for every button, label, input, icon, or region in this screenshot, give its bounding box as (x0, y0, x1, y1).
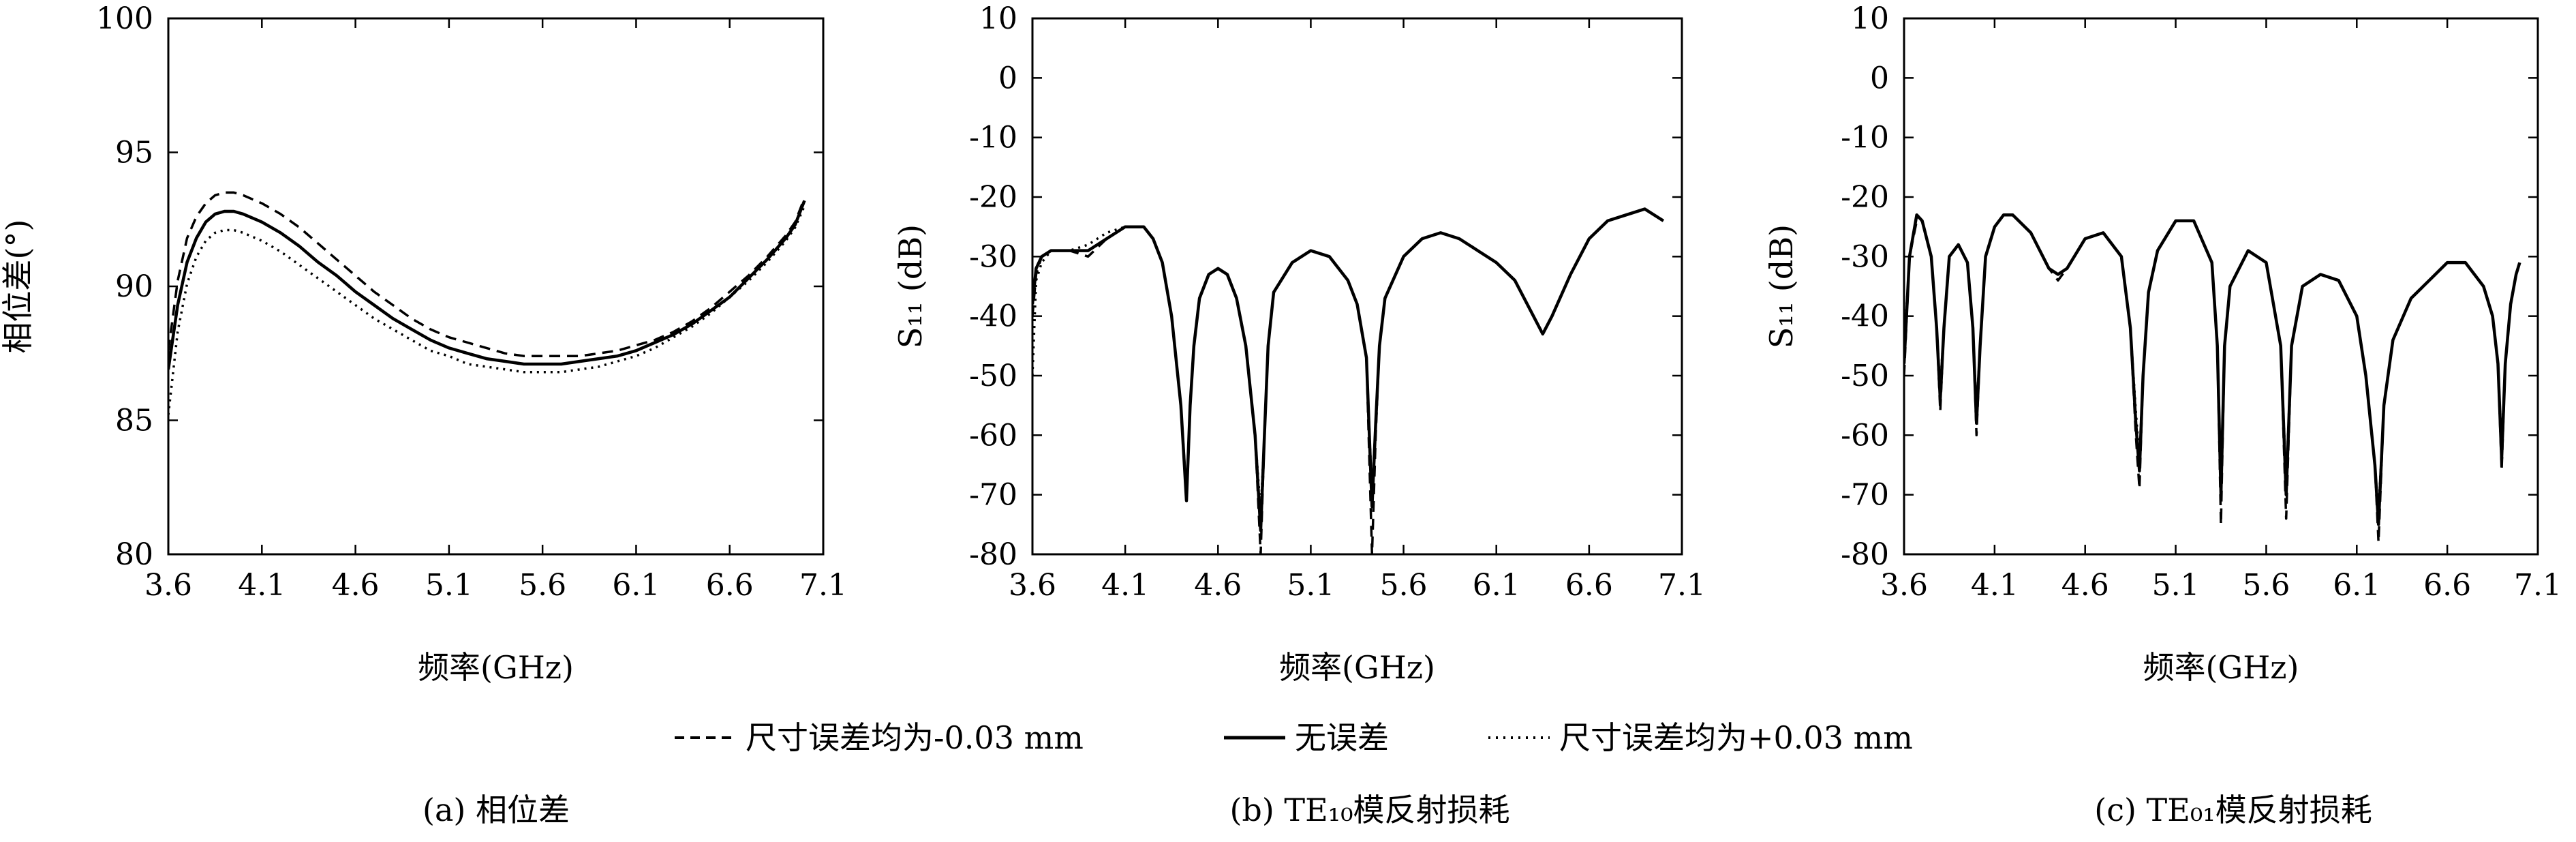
series-line-dashed (168, 191, 806, 357)
x-tick-label: 6.1 (1473, 568, 1520, 603)
y-tick-label: -40 (1841, 299, 1889, 334)
x-tick-label: 4.6 (1194, 568, 1242, 603)
x-tick-label: 5.6 (519, 568, 566, 603)
y-tick-label: -10 (1841, 121, 1889, 155)
x-tick-label: 6.6 (706, 568, 754, 603)
y-tick-label: -70 (969, 478, 1017, 513)
x-axis-title: 频率(GHz) (418, 649, 574, 686)
y-tick-label: 95 (115, 136, 153, 170)
y-tick-label: -10 (969, 121, 1017, 155)
x-tick-label: 7.1 (2514, 568, 2562, 603)
y-tick-label: -60 (1841, 418, 1889, 453)
x-tick-label: 6.6 (1565, 568, 1613, 603)
series-line-dashed (1032, 207, 1664, 554)
y-tick-label: 85 (115, 404, 153, 438)
y-tick-label: -30 (969, 239, 1017, 274)
x-axis-title: 频率(GHz) (2143, 649, 2299, 686)
legend: 尺寸误差均为-0.03 mm 无误差 尺寸误差均为+0.03 mm (675, 719, 1913, 756)
x-tick-label: 4.1 (1971, 568, 2019, 603)
chart-panel-2: 3.6 4.1 4.6 5.1 5.6 6.1 6.6 7.1 -80 -70 -60 -50 -40 -… (1763, 1, 2562, 686)
series-line-dotted (1904, 213, 2521, 514)
y-tick-label: -60 (969, 418, 1017, 453)
y-tick-label: -80 (969, 537, 1017, 572)
chart-panels: 3.6 4.1 4.6 5.1 5.6 6.1 6.6 7.180859095100频率(GH… (0, 1, 2562, 686)
y-tick-label: -80 (1841, 537, 1889, 572)
y-tick-label: -50 (1841, 359, 1889, 393)
x-tick-label: 4.6 (332, 568, 380, 603)
x-tick-label: 5.6 (1380, 568, 1428, 603)
y-tick-label: -20 (969, 180, 1017, 215)
caption-b: (b) TE₁₀模反射损耗 (1229, 792, 1509, 828)
x-tick-label: 4.1 (238, 568, 286, 603)
chart-panel-0: 3.6 4.1 4.6 5.1 5.6 6.1 6.6 7.1 80 85 90 95 100 频率(GH… (0, 1, 847, 686)
y-tick-label: 10 (1851, 1, 1889, 36)
y-tick-label: 80 (115, 537, 153, 572)
x-tick-label: 7.1 (799, 568, 847, 603)
y-tick-label: 10 (979, 1, 1017, 36)
x-tick-label: 5.1 (1287, 568, 1334, 603)
x-tick-label: 4.6 (2061, 568, 2109, 603)
plot-frame (1903, 17, 2539, 556)
y-tick-label: 100 (96, 1, 153, 36)
series-line-solid (1032, 207, 1665, 532)
x-axis-title: 频率(GHz) (1279, 649, 1435, 686)
x-tick-label: 5.1 (2152, 568, 2200, 603)
x-tick-label: 4.1 (1101, 568, 1149, 603)
x-tick-label: 7.1 (1658, 568, 1706, 603)
caption-c: (c) TE₀₁模反射损耗 (2094, 792, 2372, 828)
x-tick-label: 5.1 (425, 568, 473, 603)
y-tick-label: -30 (1841, 239, 1889, 274)
x-tick-label: 6.1 (2333, 568, 2380, 603)
legend-label-dotted: 尺寸误差均为+0.03 mm (1559, 719, 1913, 756)
x-tick-label: 3.6 (1880, 568, 1928, 603)
x-tick-label: 3.6 (144, 568, 192, 603)
x-tick-label: 6.1 (612, 568, 660, 603)
plot-frame (167, 17, 825, 556)
y-tick-label: 90 (115, 269, 153, 304)
x-tick-label: 6.6 (2423, 568, 2471, 603)
plot-frame (1031, 17, 1683, 556)
legend-label-solid: 无误差 (1295, 719, 1389, 756)
series-line-solid (168, 200, 806, 370)
chart-panel-1: 3.6 4.1 4.6 5.1 5.6 6.1 6.6 7.1 -80 -70 -60 -50 -40 -… (892, 1, 1706, 686)
x-tick-label: 3.6 (1009, 568, 1056, 603)
caption-a: (a) 相位差 (423, 792, 570, 828)
series-line-dotted (1032, 207, 1664, 514)
y-axis-title: S₁₁ (dB) (1763, 224, 1800, 348)
y-axis-title: 相位差(°) (0, 220, 36, 354)
x-tick-label: 5.6 (2242, 568, 2290, 603)
y-axis-title: S₁₁ (dB) (892, 224, 929, 348)
y-tick-label: -50 (969, 359, 1017, 393)
y-tick-label: -70 (1841, 478, 1889, 513)
y-tick-label: 0 (1870, 61, 1889, 95)
series-line-dotted (168, 205, 806, 415)
y-tick-label: -20 (1841, 180, 1889, 215)
y-tick-label: 0 (998, 61, 1017, 95)
y-tick-label: -40 (969, 299, 1017, 334)
legend-label-dashed: 尺寸误差均为-0.03 mm (746, 719, 1084, 756)
